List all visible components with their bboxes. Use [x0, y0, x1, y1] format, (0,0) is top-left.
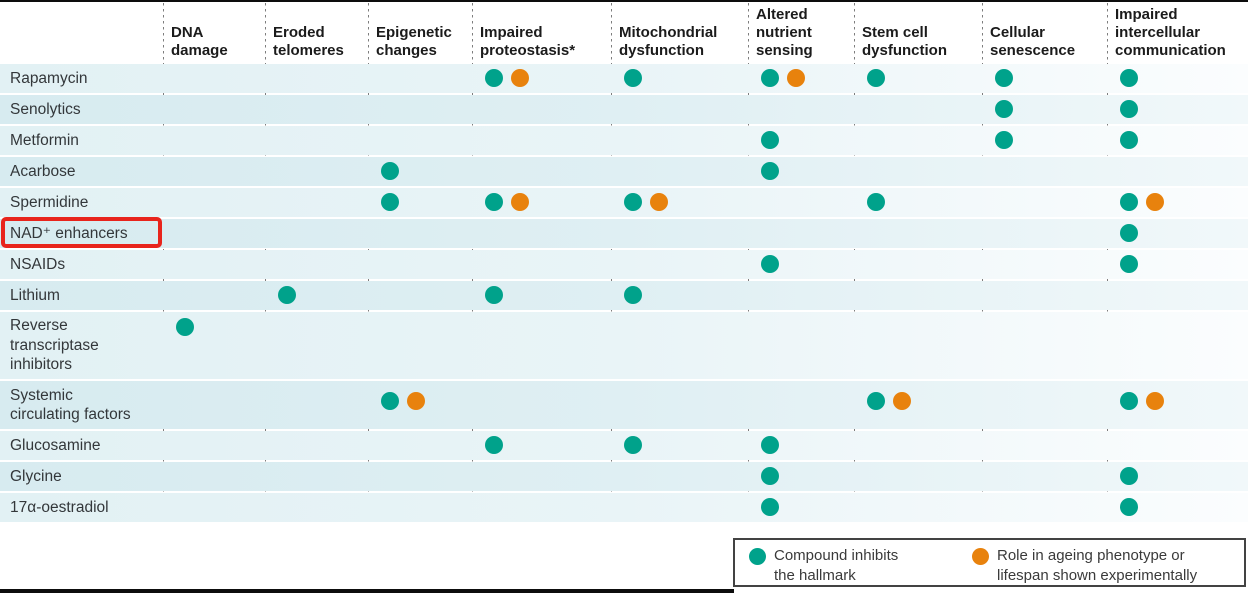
matrix-row: 17α-oestradiol — [0, 493, 1248, 522]
inhibits-dot — [761, 498, 779, 516]
inhibits-dot — [278, 286, 296, 304]
column-header: DNA damage — [171, 24, 228, 59]
row-label: Systemic circulating factors — [10, 386, 131, 423]
figure-bottom-border — [0, 589, 734, 593]
inhibits-dot — [761, 69, 779, 87]
inhibits-dot — [761, 131, 779, 149]
column-header: Stem cell dysfunction — [862, 24, 947, 59]
inhibits-dot — [867, 392, 885, 410]
inhibits-dot — [1120, 392, 1138, 410]
inhibits-dot — [761, 467, 779, 485]
matrix-row: Metformin — [0, 126, 1248, 155]
inhibits-dot — [867, 193, 885, 211]
column-header: Impaired intercellular communication — [1115, 6, 1226, 59]
row-label: NAD⁺ enhancers — [10, 224, 128, 242]
experimental-dot — [1146, 193, 1164, 211]
figure-top-border — [0, 0, 1248, 2]
inhibits-dot — [995, 131, 1013, 149]
matrix-rows: Rapamycin Senolytics Metformin Acarbose Sper… — [0, 64, 1248, 524]
matrix-row: Systemic circulating factors — [0, 381, 1248, 429]
row-label: Lithium — [10, 286, 60, 304]
inhibits-dot — [624, 193, 642, 211]
inhibits-dot — [624, 69, 642, 87]
experimental-dot — [1146, 392, 1164, 410]
inhibits-dot — [624, 436, 642, 454]
inhibits-dot — [381, 162, 399, 180]
matrix-row: Acarbose — [0, 157, 1248, 186]
row-label: Reverse transcriptase inhibitors — [10, 317, 99, 374]
experimental-dot — [407, 392, 425, 410]
legend-label-inhibits: Compound inhibits the hallmark — [774, 547, 899, 584]
experimental-dot — [650, 193, 668, 211]
inhibits-dot — [1120, 193, 1138, 211]
row-label: Rapamycin — [10, 69, 88, 87]
inhibits-dot — [485, 193, 503, 211]
inhibits-dot — [381, 193, 399, 211]
matrix-row: Lithium — [0, 281, 1248, 310]
matrix-row: Spermidine — [0, 188, 1248, 217]
inhibits-dot — [761, 436, 779, 454]
highlight-box-nad-enhancers — [1, 217, 162, 248]
matrix-row: Glucosamine — [0, 431, 1248, 460]
matrix-row: Rapamycin — [0, 64, 1248, 93]
matrix-row: Reverse transcriptase inhibitors — [0, 312, 1248, 379]
experimental-dot — [511, 193, 529, 211]
column-header: Cellular senescence — [990, 24, 1076, 59]
column-header: Mitochondrial dysfunction — [619, 24, 718, 59]
inhibits-dot — [1120, 100, 1138, 118]
inhibits-dot — [1120, 498, 1138, 516]
inhibits-dot — [761, 255, 779, 273]
column-header: Altered nutrient sensing — [756, 6, 813, 59]
legend: Compound inhibits the hallmark Role in a… — [733, 538, 1246, 587]
inhibits-dot — [1120, 69, 1138, 87]
matrix-row: Senolytics — [0, 95, 1248, 124]
teal-dot-icon — [749, 548, 766, 565]
inhibits-dot — [624, 286, 642, 304]
inhibits-dot — [995, 100, 1013, 118]
row-label: Acarbose — [10, 162, 76, 180]
matrix-row: Glycine — [0, 462, 1248, 491]
inhibits-dot — [176, 318, 194, 336]
inhibits-dot — [867, 69, 885, 87]
inhibits-dot — [381, 392, 399, 410]
row-label: Metformin — [10, 131, 79, 149]
experimental-dot — [893, 392, 911, 410]
column-headers: DNA damage Eroded telomeres Epigenetic cha… — [0, 2, 1248, 62]
legend-item-inhibits: Compound inhibits the hallmark — [749, 546, 898, 585]
column-header: Impaired proteostasis* — [480, 24, 576, 59]
row-label: NSAIDs — [10, 255, 66, 273]
inhibits-dot — [761, 162, 779, 180]
row-label: 17α-oestradiol — [10, 498, 109, 516]
inhibits-dot — [1120, 224, 1138, 242]
row-label: Glucosamine — [10, 436, 101, 454]
matrix-row: NAD⁺ enhancers — [0, 219, 1248, 248]
inhibits-dot — [485, 69, 503, 87]
column-header: Eroded telomeres — [273, 24, 344, 59]
experimental-dot — [511, 69, 529, 87]
legend-item-experimental: Role in ageing phenotype or lifespan sho… — [972, 546, 1197, 585]
inhibits-dot — [485, 436, 503, 454]
inhibits-dot — [1120, 255, 1138, 273]
legend-label-experimental: Role in ageing phenotype or lifespan sho… — [997, 547, 1198, 584]
row-label: Senolytics — [10, 100, 81, 118]
experimental-dot — [787, 69, 805, 87]
inhibits-dot — [1120, 467, 1138, 485]
row-label: Spermidine — [10, 193, 89, 211]
inhibits-dot — [485, 286, 503, 304]
orange-dot-icon — [972, 548, 989, 565]
column-header: Epigenetic changes — [376, 24, 452, 59]
inhibits-dot — [995, 69, 1013, 87]
inhibits-dot — [1120, 131, 1138, 149]
row-label: Glycine — [10, 467, 62, 485]
matrix-row: NSAIDs — [0, 250, 1248, 279]
